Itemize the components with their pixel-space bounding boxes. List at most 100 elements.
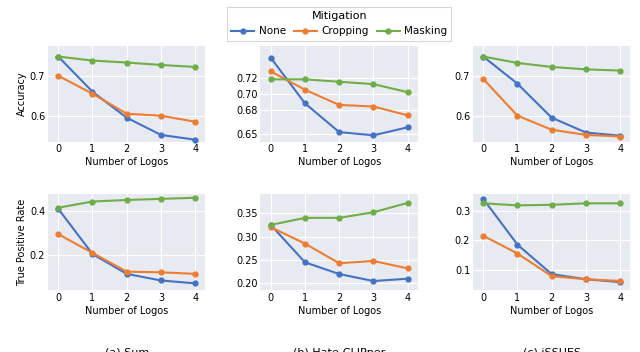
Line: None: None — [481, 54, 623, 138]
Masking — [54, 55, 62, 59]
Cropping — [301, 241, 309, 246]
Line: Masking: Masking — [56, 195, 198, 210]
Masking — [369, 210, 377, 214]
Masking — [479, 55, 487, 59]
Line: Cropping: Cropping — [481, 233, 623, 283]
X-axis label: Number of Logos: Number of Logos — [85, 157, 168, 167]
Text: (c) iSSUES: (c) iSSUES — [523, 348, 580, 352]
Masking — [267, 77, 275, 81]
Cropping — [582, 133, 589, 137]
Cropping — [157, 114, 164, 118]
Cropping — [89, 92, 97, 96]
None — [89, 252, 97, 256]
None — [267, 223, 275, 227]
Cropping — [548, 274, 556, 278]
None — [479, 55, 487, 59]
Cropping — [479, 234, 487, 238]
Line: None: None — [56, 54, 198, 142]
X-axis label: Number of Logos: Number of Logos — [510, 306, 593, 316]
None — [267, 56, 275, 60]
Cropping — [404, 113, 412, 118]
Cropping — [335, 103, 343, 107]
Y-axis label: Accuracy: Accuracy — [17, 71, 27, 116]
Cropping — [191, 272, 199, 276]
Cropping — [267, 69, 275, 74]
Masking — [404, 201, 412, 205]
None — [369, 279, 377, 283]
Cropping — [54, 232, 62, 236]
Cropping — [616, 134, 624, 139]
None — [548, 115, 556, 120]
Masking — [157, 63, 164, 67]
Cropping — [582, 277, 589, 281]
Masking — [369, 82, 377, 86]
None — [191, 281, 199, 285]
Line: Masking: Masking — [481, 54, 623, 73]
Masking — [267, 223, 275, 227]
None — [616, 134, 624, 138]
None — [404, 125, 412, 130]
None — [191, 138, 199, 142]
Masking — [404, 90, 412, 94]
Masking — [582, 67, 589, 71]
Line: Masking: Masking — [481, 201, 623, 208]
Cropping — [267, 225, 275, 230]
None — [514, 82, 522, 86]
Masking — [157, 197, 164, 201]
None — [301, 260, 309, 264]
Text: (a) Sum: (a) Sum — [104, 348, 149, 352]
Masking — [191, 196, 199, 200]
Cropping — [301, 88, 309, 92]
Cropping — [123, 270, 131, 274]
Masking — [335, 80, 343, 84]
None — [123, 115, 131, 120]
Cropping — [514, 114, 522, 118]
Masking — [301, 77, 309, 81]
Cropping — [514, 251, 522, 256]
Legend: None, Cropping, Masking: None, Cropping, Masking — [227, 7, 451, 40]
Cropping — [89, 251, 97, 255]
Cropping — [157, 270, 164, 275]
None — [54, 55, 62, 59]
Masking — [191, 65, 199, 69]
None — [301, 101, 309, 106]
Line: Cropping: Cropping — [56, 73, 198, 124]
Line: Masking: Masking — [268, 200, 410, 227]
Masking — [514, 203, 522, 207]
Cropping — [616, 279, 624, 283]
Masking — [123, 198, 131, 202]
Masking — [582, 201, 589, 206]
Line: Cropping: Cropping — [481, 76, 623, 139]
Cropping — [404, 266, 412, 271]
None — [514, 243, 522, 247]
Line: Cropping: Cropping — [268, 225, 410, 271]
None — [123, 272, 131, 276]
Line: None: None — [481, 196, 623, 284]
Masking — [479, 201, 487, 206]
None — [369, 133, 377, 137]
Cropping — [123, 112, 131, 116]
Cropping — [54, 74, 62, 78]
None — [335, 272, 343, 276]
Y-axis label: True Positive Rate: True Positive Rate — [17, 199, 27, 286]
Masking — [514, 61, 522, 65]
X-axis label: Number of Logos: Number of Logos — [298, 157, 381, 167]
None — [404, 277, 412, 281]
None — [157, 278, 164, 283]
X-axis label: Number of Logos: Number of Logos — [85, 306, 168, 316]
Line: Cropping: Cropping — [268, 69, 410, 118]
Masking — [616, 68, 624, 73]
Masking — [123, 61, 131, 65]
Cropping — [548, 127, 556, 132]
Text: (b) Hate-CLIPper: (b) Hate-CLIPper — [293, 348, 385, 352]
Cropping — [191, 120, 199, 124]
Masking — [548, 65, 556, 69]
Masking — [616, 201, 624, 206]
Line: None: None — [268, 55, 410, 138]
Line: Masking: Masking — [268, 77, 410, 95]
None — [89, 90, 97, 94]
Cropping — [335, 261, 343, 265]
Line: None: None — [268, 222, 410, 283]
None — [335, 130, 343, 134]
Line: Cropping: Cropping — [56, 232, 198, 276]
